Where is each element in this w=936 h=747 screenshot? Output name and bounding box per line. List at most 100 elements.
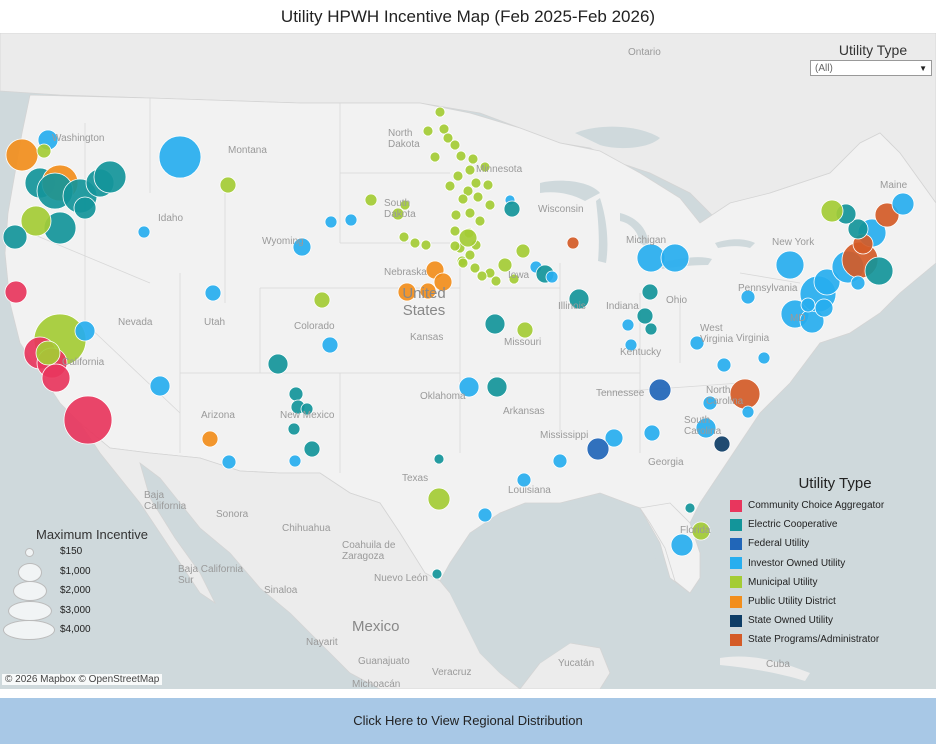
utility-marker[interactable] bbox=[422, 125, 434, 137]
utility-marker[interactable] bbox=[850, 275, 866, 291]
utility-marker[interactable] bbox=[643, 424, 661, 442]
utility-marker[interactable] bbox=[684, 502, 696, 514]
utility-marker[interactable] bbox=[287, 422, 301, 436]
utility-marker[interactable] bbox=[321, 336, 339, 354]
utility-marker[interactable] bbox=[641, 283, 659, 301]
utility-marker[interactable] bbox=[458, 228, 478, 248]
utility-marker[interactable] bbox=[515, 243, 531, 259]
utility-marker[interactable] bbox=[288, 454, 302, 468]
utility-marker[interactable] bbox=[545, 270, 559, 284]
utility-marker[interactable] bbox=[464, 207, 476, 219]
utility-marker[interactable] bbox=[636, 307, 654, 325]
utility-marker[interactable] bbox=[482, 179, 494, 191]
utility-marker[interactable] bbox=[36, 143, 52, 159]
utility-marker[interactable] bbox=[568, 288, 590, 310]
utility-marker[interactable] bbox=[479, 161, 491, 173]
utility-marker[interactable] bbox=[691, 521, 711, 541]
utility-marker[interactable] bbox=[474, 215, 486, 227]
utility-marker[interactable] bbox=[503, 200, 521, 218]
utility-marker[interactable] bbox=[364, 193, 378, 207]
dropdown-arrow-icon[interactable]: ▼ bbox=[919, 64, 927, 73]
utility-marker[interactable] bbox=[201, 430, 219, 448]
utility-marker[interactable] bbox=[604, 428, 624, 448]
utility-marker[interactable] bbox=[444, 180, 456, 192]
utility-marker[interactable] bbox=[158, 135, 202, 179]
utility-marker[interactable] bbox=[891, 192, 915, 216]
utility-marker[interactable] bbox=[458, 376, 480, 398]
utility-marker[interactable] bbox=[398, 231, 410, 243]
utility-marker[interactable] bbox=[219, 176, 237, 194]
utility-marker[interactable] bbox=[450, 209, 462, 221]
utility-marker[interactable] bbox=[472, 191, 484, 203]
utility-marker[interactable] bbox=[409, 237, 421, 249]
utility-marker[interactable] bbox=[431, 568, 443, 580]
legend-item[interactable]: Public Utility District bbox=[730, 592, 930, 611]
utility-marker[interactable] bbox=[149, 375, 171, 397]
utility-marker[interactable] bbox=[775, 250, 805, 280]
utility-marker[interactable] bbox=[292, 237, 312, 257]
utility-marker[interactable] bbox=[660, 243, 690, 273]
utility-marker[interactable] bbox=[449, 139, 461, 151]
utility-marker[interactable] bbox=[490, 275, 502, 287]
utility-marker[interactable] bbox=[344, 213, 358, 227]
map-attribution[interactable]: © 2026 Mapbox © OpenStreetMap bbox=[2, 674, 163, 685]
legend-item[interactable]: State Programs/Administrator bbox=[730, 630, 930, 649]
legend-item[interactable]: Municipal Utility bbox=[730, 573, 930, 592]
utility-marker[interactable] bbox=[449, 225, 461, 237]
utility-marker[interactable] bbox=[486, 376, 508, 398]
utility-marker[interactable] bbox=[303, 440, 321, 458]
utility-marker[interactable] bbox=[455, 150, 467, 162]
utility-marker[interactable] bbox=[469, 262, 481, 274]
utility-marker[interactable] bbox=[566, 236, 580, 250]
utility-marker[interactable] bbox=[470, 177, 482, 189]
utility-marker[interactable] bbox=[35, 340, 61, 366]
utility-marker[interactable] bbox=[221, 454, 237, 470]
utility-marker[interactable] bbox=[438, 123, 450, 135]
utility-marker[interactable] bbox=[397, 282, 417, 302]
utility-marker[interactable] bbox=[74, 320, 96, 342]
utility-marker[interactable] bbox=[433, 453, 445, 465]
utility-marker[interactable] bbox=[497, 257, 513, 273]
utility-marker[interactable] bbox=[457, 193, 469, 205]
utility-marker[interactable] bbox=[516, 321, 534, 339]
utility-marker[interactable] bbox=[800, 297, 816, 313]
utility-marker[interactable] bbox=[449, 240, 461, 252]
utility-marker[interactable] bbox=[63, 395, 113, 445]
utility-marker[interactable] bbox=[4, 280, 28, 304]
legend-item[interactable]: Electric Cooperative bbox=[730, 515, 930, 534]
utility-marker[interactable] bbox=[442, 132, 454, 144]
utility-marker[interactable] bbox=[457, 257, 469, 269]
view-regional-distribution-button[interactable]: Click Here to View Regional Distribution bbox=[0, 698, 936, 744]
utility-marker[interactable] bbox=[820, 199, 844, 223]
utility-marker[interactable] bbox=[464, 164, 476, 176]
utility-marker[interactable] bbox=[93, 160, 127, 194]
utility-marker[interactable] bbox=[484, 313, 506, 335]
legend-item[interactable]: Investor Owned Utility bbox=[730, 554, 930, 573]
utility-marker[interactable] bbox=[484, 199, 496, 211]
utility-marker[interactable] bbox=[695, 417, 717, 439]
utility-marker[interactable] bbox=[716, 357, 732, 373]
utility-marker[interactable] bbox=[5, 138, 39, 172]
utility-marker[interactable] bbox=[391, 207, 405, 221]
utility-marker[interactable] bbox=[300, 402, 314, 416]
utility-marker[interactable] bbox=[476, 270, 488, 282]
utility-marker[interactable] bbox=[702, 395, 718, 411]
utility-marker[interactable] bbox=[462, 185, 474, 197]
utility-marker[interactable] bbox=[621, 318, 635, 332]
utility-marker[interactable] bbox=[452, 170, 464, 182]
legend-item[interactable]: Community Choice Aggregator bbox=[730, 496, 930, 515]
utility-marker[interactable] bbox=[713, 435, 731, 453]
utility-marker[interactable] bbox=[516, 472, 532, 488]
legend-item[interactable]: Federal Utility bbox=[730, 534, 930, 553]
utility-marker[interactable] bbox=[586, 437, 610, 461]
legend-item[interactable]: State Owned Utility bbox=[730, 611, 930, 630]
utility-marker[interactable] bbox=[267, 353, 289, 375]
utility-marker[interactable] bbox=[2, 224, 28, 250]
utility-type-filter[interactable]: Utility Type (All) ▼ bbox=[810, 42, 936, 76]
utility-marker[interactable] bbox=[670, 533, 694, 557]
utility-marker[interactable] bbox=[427, 487, 451, 511]
utility-marker[interactable] bbox=[324, 215, 338, 229]
utility-marker[interactable] bbox=[644, 322, 658, 336]
utility-marker[interactable] bbox=[204, 284, 222, 302]
utility-marker[interactable] bbox=[477, 507, 493, 523]
